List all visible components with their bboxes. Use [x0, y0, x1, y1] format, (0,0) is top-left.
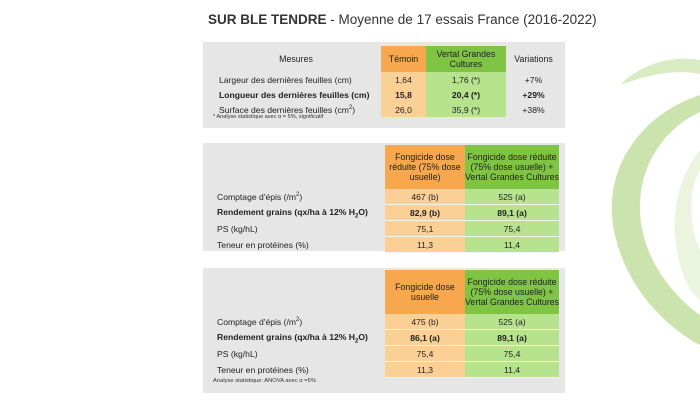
fongicide-vertal-value: 525 (a) [465, 189, 559, 205]
header-mesures: Mesures [279, 54, 313, 64]
header-vertal: Vertal Grandes Cultures [426, 46, 506, 72]
fongicide-vertal-value: 11,4 [465, 362, 559, 378]
row-label: Comptage d'épis (/m2) [217, 317, 303, 327]
fongicide-value: 11,3 [385, 362, 465, 378]
page-title-bold: SUR BLE TENDRE [208, 12, 327, 27]
row-label: Teneur en protéines (%) [217, 240, 309, 250]
fongicide-vertal-value: 75,4 [465, 346, 559, 362]
vertal-value: 20,4 (*) [426, 87, 506, 102]
vertal-value: 1,76 (*) [426, 72, 506, 87]
fongicide-value: 475 (b) [385, 314, 465, 330]
header-variations: Variations [514, 54, 553, 64]
table-row: Rendement grains (qx/ha à 12% H2O) 82,9 … [209, 205, 559, 221]
usual-dose-table: Fongicide dose usuelle Fongicide dose ré… [209, 270, 559, 378]
fongicide-value: 75,4 [385, 346, 465, 362]
fongicide-vertal-value: 75,4 [465, 221, 559, 237]
row-label: Longueur des dernières feuilles (cm) [219, 89, 370, 100]
table-row: PS (kg/hL) 75,4 75,4 [209, 346, 559, 362]
fongicide-value: 467 (b) [385, 189, 465, 205]
header-temoin: Témoin [381, 46, 426, 72]
stat-note: * Analyse statistique avec α = 5%, signi… [213, 114, 324, 120]
row-label: PS (kg/hL) [217, 224, 258, 234]
fongicide-value: 82,9 (b) [385, 205, 465, 221]
table-row: Comptage d'épis (/m2) 467 (b) 525 (a) [209, 189, 559, 205]
header-fongicide-vertal: Fongicide dose réduite (75% dose usuelle… [465, 270, 559, 314]
table-row: Longueur des dernières feuilles (cm) 15,… [211, 87, 561, 102]
fongicide-value: 86,1 (a) [385, 330, 465, 346]
row-label: Surface des dernières feuilles (cm2) [219, 104, 356, 115]
row-label: Rendement grains (qx/ha à 12% H2O) [217, 206, 368, 220]
table-row: Surface des dernières feuilles (cm2) 26,… [211, 102, 561, 117]
table-row: Rendement grains (qx/ha à 12% H2O) 86,1 … [209, 330, 559, 346]
leaf-measures-table: Mesures Témoin Vertal Grandes Cultures V… [211, 46, 561, 117]
variation-value: +29% [522, 89, 545, 100]
reduced-dose-table: Fongicide dose réduite (75% dose usuelle… [209, 145, 559, 253]
leaf-measures-panel: Mesures Témoin Vertal Grandes Cultures V… [203, 42, 565, 128]
fongicide-vertal-value: 89,1 (a) [465, 330, 559, 346]
header-fongicide: Fongicide dose usuelle [385, 270, 465, 314]
header-fongicide-vertal: Fongicide dose réduite (75% dose usuelle… [465, 145, 559, 189]
row-label: Rendement grains (qx/ha à 12% H2O) [217, 331, 368, 345]
row-label: PS (kg/hL) [217, 349, 258, 359]
fongicide-vertal-value: 89,1 (a) [465, 205, 559, 221]
table-row: Largeur des dernières feuilles (cm) 1,64… [211, 72, 561, 87]
temoin-value: 1,64 [381, 72, 426, 87]
fongicide-vertal-value: 525 (a) [465, 314, 559, 330]
variation-value: +7% [524, 74, 543, 85]
variation-value: +38% [522, 104, 545, 115]
reduced-dose-panel: Fongicide dose réduite (75% dose usuelle… [203, 143, 565, 253]
fongicide-value: 75,1 [385, 221, 465, 237]
temoin-value: 26,0 [381, 102, 426, 117]
row-label: Teneur en protéines (%) [217, 365, 309, 375]
temoin-value: 15,8 [381, 87, 426, 102]
table-row: Teneur en protéines (%) 11,3 11,4 [209, 237, 559, 253]
table-row: Teneur en protéines (%) 11,3 11,4 [209, 362, 559, 378]
page-title: SUR BLE TENDRE - Moyenne de 17 essais Fr… [208, 12, 597, 27]
table-row: PS (kg/hL) 75,1 75,4 [209, 221, 559, 237]
page-title-rest: - Moyenne de 17 essais France (2016-2022… [326, 12, 597, 27]
row-label: Largeur des dernières feuilles (cm) [219, 74, 352, 85]
fongicide-vertal-value: 11,4 [465, 237, 559, 253]
vertal-value: 35,9 (*) [426, 102, 506, 117]
anova-note: Analyse statistique: ANOVA avec α =5% [213, 378, 316, 384]
row-label: Comptage d'épis (/m2) [217, 192, 303, 202]
table-row: Comptage d'épis (/m2) 475 (b) 525 (a) [209, 314, 559, 330]
fongicide-value: 11,3 [385, 237, 465, 253]
header-fongicide: Fongicide dose réduite (75% dose usuelle… [385, 145, 465, 189]
usual-dose-panel: Fongicide dose usuelle Fongicide dose ré… [203, 268, 565, 393]
